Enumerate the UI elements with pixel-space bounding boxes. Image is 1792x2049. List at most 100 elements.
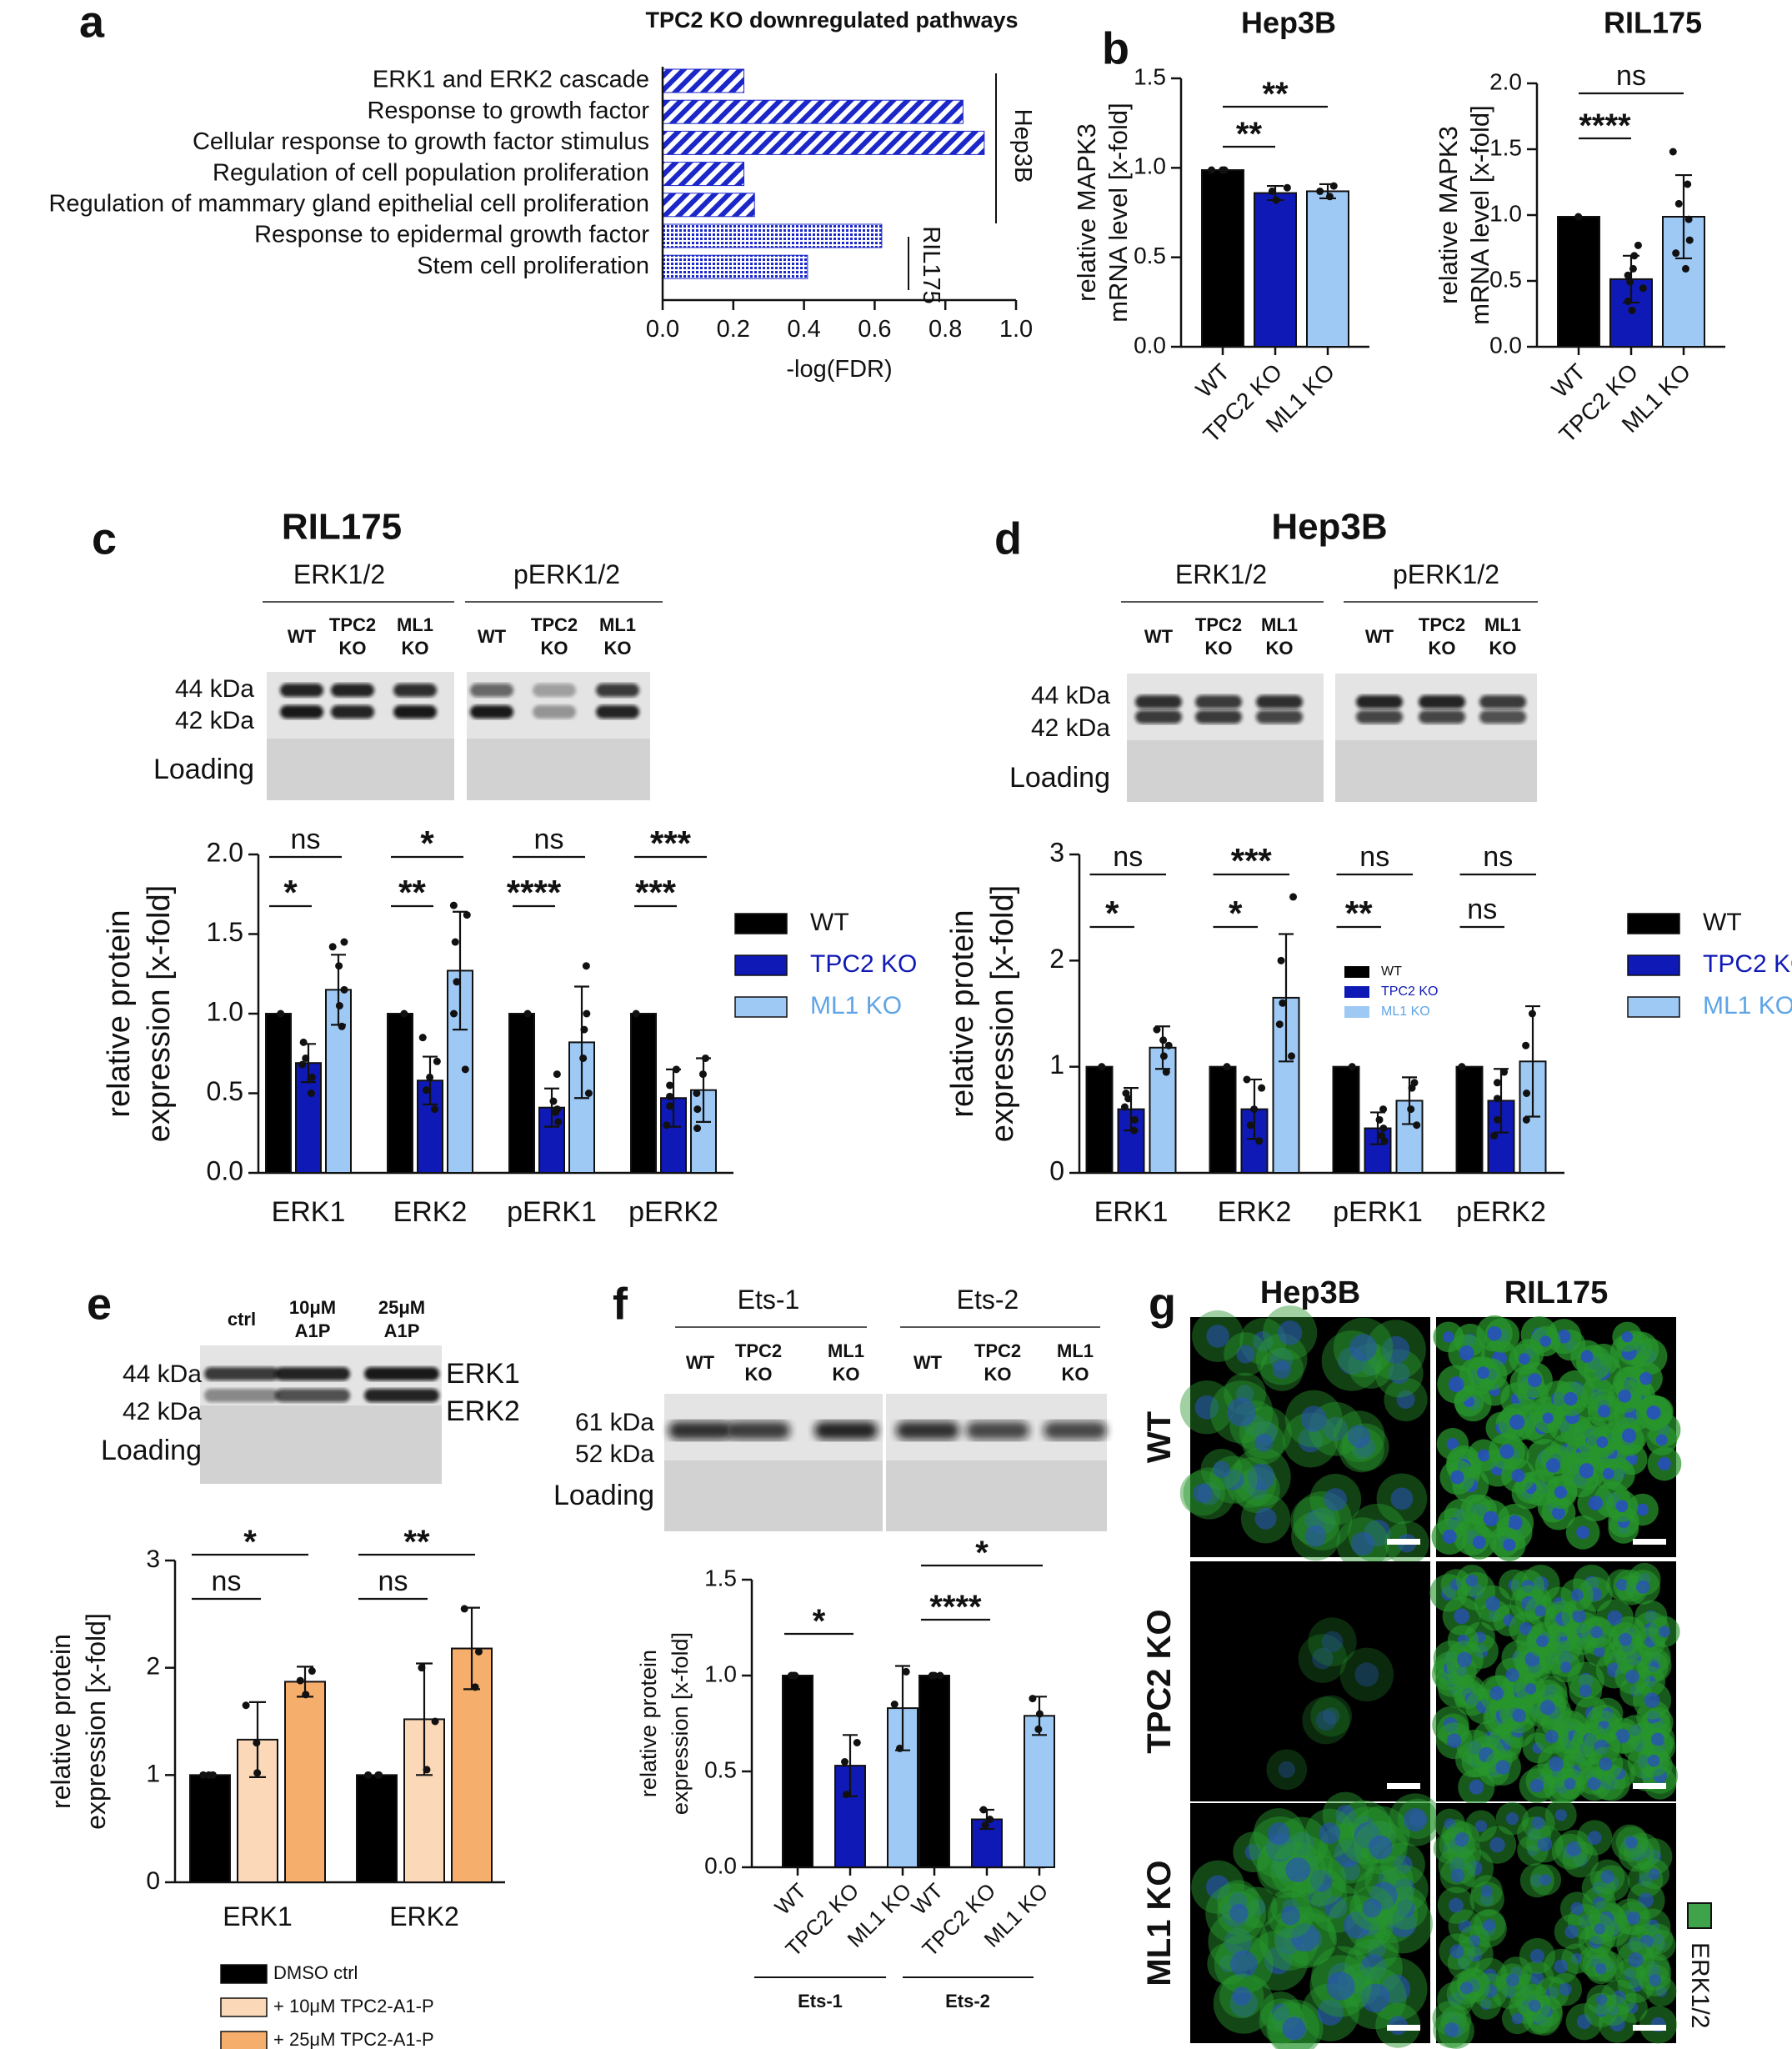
- data-point: [1493, 1079, 1501, 1087]
- y-axis-title: expression [x-fold]: [985, 885, 1020, 1142]
- blot-band: [1256, 695, 1303, 709]
- legend-swatch: [1627, 996, 1680, 1018]
- data-point: [1220, 166, 1229, 174]
- data-point: [583, 1009, 591, 1018]
- category-label: Regulation of mammary gland epithelial c…: [48, 190, 649, 217]
- cell-nucleus: [1300, 1405, 1327, 1432]
- data-point: [1379, 1125, 1388, 1133]
- cell-nucleus: [1224, 1927, 1253, 1956]
- significance-label: ****: [507, 873, 562, 912]
- data-point: [666, 1092, 674, 1100]
- significance-label: *: [420, 824, 434, 863]
- lane-label: ML1: [1484, 614, 1521, 635]
- data-point: [431, 1105, 439, 1114]
- cell-nucleus: [1559, 1661, 1572, 1673]
- data-point: [693, 1090, 701, 1097]
- cell-nucleus: [1304, 1525, 1327, 1547]
- cell-nucleus: [1447, 1733, 1462, 1749]
- y-tick-label: 1.0: [1134, 153, 1166, 179]
- bar: [1085, 1065, 1114, 1174]
- loading-label: Loading: [1009, 762, 1110, 794]
- cell-nucleus: [1539, 1335, 1552, 1347]
- data-point: [698, 1070, 707, 1079]
- cell-nucleus: [1289, 1831, 1314, 1856]
- lane-label: WT: [1144, 626, 1174, 647]
- cell-nucleus: [1495, 1760, 1510, 1775]
- cell-nucleus: [1194, 1395, 1219, 1420]
- y-tick-label: 3: [1049, 837, 1064, 867]
- bar: [662, 99, 964, 124]
- category-label: Stem cell proliferation: [417, 253, 649, 279]
- data-point: [1287, 1052, 1295, 1060]
- blot-band: [275, 1367, 350, 1380]
- blot-band: [814, 1421, 878, 1440]
- blot-group-label: pERK1/2: [1393, 559, 1499, 589]
- significance-label: **: [1345, 894, 1373, 933]
- x-tick-label: WT: [1191, 358, 1235, 403]
- data-point: [981, 1821, 989, 1829]
- significance-label: *: [1229, 894, 1243, 933]
- data-point: [1268, 187, 1276, 195]
- cell-nucleus: [1625, 1669, 1639, 1684]
- cell-nucleus: [1600, 1870, 1614, 1884]
- cell-nucleus: [1456, 1651, 1473, 1668]
- cell-nucleus: [1343, 1911, 1371, 1939]
- lane-label: KO: [1489, 638, 1517, 659]
- cell-nucleus: [1529, 1971, 1544, 1985]
- lane-label: WT: [1365, 626, 1394, 647]
- data-point: [471, 1683, 479, 1691]
- cell-nucleus: [1539, 1874, 1552, 1886]
- cell-cytoplasm: [1310, 1695, 1353, 1737]
- y-tick-label: 1.0: [1489, 200, 1522, 226]
- blot-band: [727, 1421, 790, 1440]
- y-tick-label: 3: [146, 1546, 160, 1573]
- kda-label: 44 kDa: [1031, 682, 1110, 709]
- data-point: [299, 1038, 308, 1046]
- cell-nucleus: [1334, 1839, 1363, 1867]
- x-tick-label: WT: [1547, 358, 1591, 403]
- scale-bar: [1387, 1783, 1420, 1789]
- cell-nucleus: [1309, 1869, 1333, 1892]
- data-point: [663, 1121, 671, 1130]
- data-point: [701, 1054, 709, 1062]
- data-point: [418, 1664, 426, 1672]
- y-axis-title: expression [x-fold]: [81, 1613, 111, 1830]
- x-tick-label: WT: [906, 1878, 948, 1920]
- data-point: [1407, 1105, 1415, 1114]
- micrograph: [1190, 1561, 1430, 1801]
- data-point: [1120, 1103, 1129, 1111]
- cell-nucleus: [1298, 1427, 1324, 1453]
- blot-group-label: pERK1/2: [513, 559, 620, 589]
- lane-label: ML1: [397, 614, 433, 635]
- cell-nucleus: [1503, 1538, 1516, 1551]
- cell-nucleus: [1232, 1986, 1252, 2006]
- data-point: [1289, 893, 1298, 901]
- x-tick-label: pERK2: [1456, 1196, 1546, 1228]
- data-point: [1629, 264, 1637, 273]
- loading-membrane: [1127, 740, 1324, 802]
- cell-nucleus: [1657, 1457, 1671, 1470]
- legend-label: + 25μM TPC2-A1-P: [273, 2029, 434, 2049]
- cell-nucleus: [1272, 1360, 1291, 1379]
- cell-nucleus: [1362, 1898, 1382, 1918]
- data-point: [1130, 1115, 1139, 1124]
- significance-label: *: [975, 1535, 989, 1571]
- scale-bar: [1387, 1539, 1420, 1545]
- data-point: [553, 1105, 562, 1114]
- blot-band: [1135, 710, 1182, 724]
- data-point: [672, 1065, 680, 1074]
- cell-nucleus: [1253, 1331, 1274, 1352]
- y-tick-label: 0.5: [704, 1756, 737, 1782]
- cell-nucleus: [1489, 1836, 1505, 1853]
- cell-nucleus: [1449, 1897, 1464, 1913]
- lane-label: ML1: [828, 1340, 864, 1361]
- blot-band: [966, 1421, 1029, 1440]
- data-point: [1493, 1095, 1501, 1103]
- scale-bar: [1633, 2025, 1666, 2031]
- bar: [1455, 1065, 1484, 1174]
- data-point: [375, 1771, 383, 1779]
- cell-nucleus: [1444, 2022, 1459, 2037]
- cell-nucleus: [1367, 1939, 1387, 1959]
- cell-nucleus: [1350, 1531, 1375, 1556]
- blot-band: [1195, 695, 1242, 709]
